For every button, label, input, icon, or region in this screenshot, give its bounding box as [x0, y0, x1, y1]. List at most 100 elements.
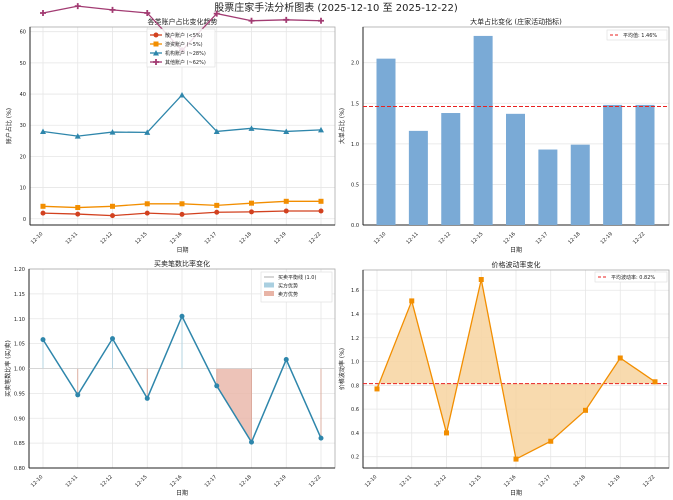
subplot-3: 0.80 0.85 0.90 0.95 1.00 1.05 1.10 1.15 1.20 12-1…: [4, 259, 336, 497]
y-tick-label: 20: [20, 154, 26, 160]
y-tick-label: 0.0: [351, 223, 359, 229]
subplot-title: 买卖笔数比率变化: [154, 259, 210, 268]
data-point: [74, 133, 81, 139]
legend-label: 其他账户 (~62%): [165, 59, 206, 66]
data-point: [179, 201, 185, 207]
data-point: [283, 208, 289, 214]
y-tick-label: 1.00: [14, 367, 25, 373]
legend-box: [594, 271, 668, 283]
x-tick-label: 12-17: [204, 231, 219, 246]
y-tick-label: 1.0: [351, 360, 359, 366]
legend-patch: [264, 291, 274, 296]
data-point: [153, 59, 159, 65]
data-point: [652, 379, 658, 385]
data-point: [213, 10, 220, 17]
x-tick-label: 12-18: [238, 231, 253, 246]
subplot-1: 0 10 20 30 40 50 60 12-10 12-11 12-12 12-15 12-16 12…: [5, 3, 336, 254]
x-tick-label: 12-12: [99, 474, 114, 489]
y-tick-label: 1.05: [14, 342, 25, 348]
x-tick-label: 12-11: [65, 231, 80, 246]
data-point: [478, 277, 484, 283]
data-point: [318, 198, 324, 204]
data-point: [40, 9, 46, 16]
data-point: [283, 198, 289, 204]
data-point: [444, 430, 449, 436]
legend-label: 买卖平衡线 (1.0): [278, 274, 316, 281]
legend: 平均波动率: 0.82%: [594, 271, 668, 283]
data-point: [213, 128, 220, 134]
subplot-title: 大单占比变化 (庄家活动指标): [470, 17, 562, 26]
data-point: [40, 203, 46, 209]
legend-label: 平均值: 1.46%: [623, 32, 657, 39]
data-point: [144, 395, 150, 401]
data-point: [110, 203, 115, 209]
x-tick-label: 12-15: [470, 231, 485, 246]
x-tick-label: 12-10: [30, 231, 45, 246]
y-tick-label: 1.6: [351, 288, 359, 294]
bar: [376, 58, 396, 226]
data-point: [40, 210, 46, 216]
data-point: [144, 129, 151, 135]
legend: 平均值: 1.46%: [606, 29, 668, 41]
data-point: [153, 41, 159, 47]
data-point: [40, 128, 46, 134]
y-tick-label: 1.20: [14, 267, 25, 273]
data-point: [75, 211, 81, 217]
x-tick-label: 12-22: [308, 474, 323, 489]
y-tick-label: 40: [20, 92, 26, 98]
legend-label: 机构账户 (~28%): [165, 50, 206, 57]
x-tick-label: 12-12: [438, 231, 453, 246]
data-point: [179, 313, 185, 319]
bar: [408, 130, 428, 225]
legend-label: 散户账户 (<5%): [165, 32, 203, 39]
data-point: [249, 200, 254, 206]
data-point: [248, 125, 255, 131]
data-point: [153, 32, 159, 38]
data-point: [249, 439, 254, 445]
x-tick-label: 12-17: [535, 231, 550, 246]
y-tick-label: 0.95: [14, 391, 25, 397]
x-tick-label: 12-18: [238, 474, 253, 489]
x-tick-label: 12-12: [99, 231, 114, 246]
x-tick-label: 12-10: [364, 474, 379, 489]
data-point: [214, 383, 220, 389]
data-point: [40, 337, 46, 343]
x-tick-label: 12-19: [600, 231, 615, 246]
y-tick-label: 1.5: [351, 101, 359, 107]
data-point: [214, 209, 220, 215]
y-tick-label: 0.4: [351, 431, 359, 437]
bar: [441, 113, 461, 225]
x-tick-label: 12-16: [502, 231, 517, 246]
y-tick-label: 0.2: [351, 455, 359, 461]
y-tick-label: 0.80: [14, 466, 25, 472]
y-tick-label: 0.85: [14, 441, 25, 447]
x-axis-label: 日期: [176, 246, 188, 254]
sell-advantage-area: [216, 368, 252, 443]
x-tick-label: 12-22: [632, 231, 647, 246]
x-tick-label: 12-19: [273, 474, 288, 489]
data-point: [318, 17, 324, 24]
x-tick-label: 12-15: [134, 231, 149, 246]
x-tick-label: 12-18: [567, 231, 582, 246]
legend: 散户账户 (<5%) 游资账户 (~5%) 机构账户 (~28%) 其他账户 (~62…: [146, 28, 216, 68]
x-tick-label: 12-11: [65, 474, 80, 489]
y-tick-label: 0.8: [351, 383, 359, 389]
data-point: [318, 126, 324, 133]
x-tick-label: 12-10: [30, 474, 45, 489]
data-point: [75, 205, 81, 211]
y-tick-label: 0.5: [351, 182, 359, 188]
x-tick-label: 12-16: [503, 474, 518, 489]
x-tick-label: 12-22: [308, 231, 323, 246]
figure-title: 股票庄家手法分析图表 (2025-12-10 至 2025-12-22): [214, 1, 458, 14]
y-axis-label: 账户占比 (%): [5, 108, 13, 144]
y-axis-label: 买卖笔数比率 (买/卖): [4, 340, 12, 397]
bar: [570, 144, 590, 225]
x-tick-label: 12-11: [399, 474, 414, 489]
x-tick-label: 12-19: [273, 231, 288, 246]
data-point: [318, 208, 324, 214]
y-tick-label: 10: [20, 186, 26, 192]
data-point: [144, 201, 150, 207]
y-tick-label: 1.4: [351, 312, 359, 318]
y-tick-label: 1.0: [351, 142, 359, 148]
